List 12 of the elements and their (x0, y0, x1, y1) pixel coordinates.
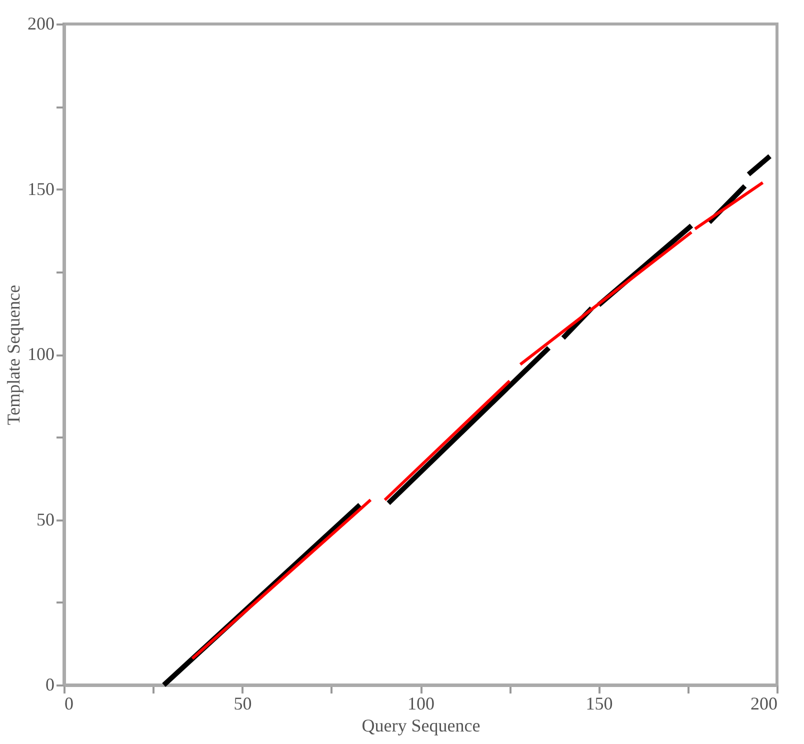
y-tick-label: 0 (46, 674, 54, 694)
x-tick-label: 100 (408, 694, 434, 714)
x-tick-label: 50 (234, 694, 252, 714)
y-tick-label: 50 (36, 509, 54, 530)
y-tick-label: 100 (28, 344, 54, 364)
x-tick-label: 0 (64, 694, 74, 714)
x-tick-label: 150 (586, 694, 613, 714)
y-tick-label: 200 (28, 14, 54, 34)
y-axis-title: Template Sequence (4, 284, 24, 426)
x-axis-title: Query Sequence (362, 716, 480, 736)
y-tick-label: 150 (28, 178, 54, 199)
x-tick-label: 200 (750, 694, 778, 714)
